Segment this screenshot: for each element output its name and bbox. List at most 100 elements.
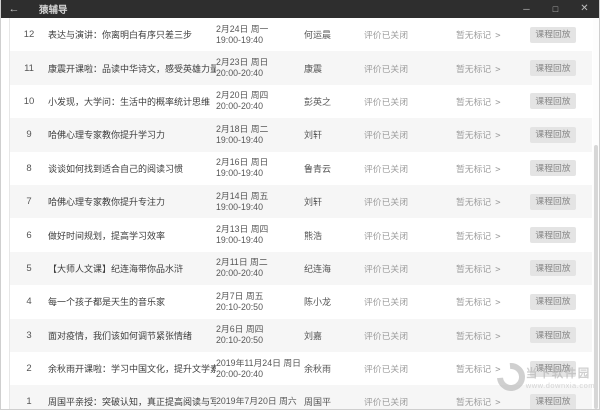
teacher-name: 余秋雨 [304,364,332,375]
course-title: 表达与演讲：你离明白有序只差三步 [48,30,193,41]
course-row[interactable]: 7 哈佛心理专家教你提升专注力 2月14日 周五 19:00-19:40 刘轩 … [10,184,592,219]
chevron-right-icon: > [495,64,501,75]
course-replay-button[interactable]: 课程回放 [530,327,576,344]
mark-status-label: 暂无标记 [456,163,492,174]
course-row[interactable]: 11 康震开课啦：品读中华诗文，感受英雄力量 2月23日 周日 20:00-20… [10,51,592,85]
mark-status-link[interactable]: 暂无标记 > [456,362,530,375]
mark-status-link[interactable]: 暂无标记 > [456,28,530,41]
mark-status-link[interactable]: 暂无标记 > [456,395,530,408]
course-datetime: 2月13日 周四 19:00-19:40 [216,224,304,246]
mark-status-link[interactable]: 暂无标记 > [456,262,530,275]
course-row[interactable]: 5 【大师人文课】纪连海带你品水浒 2月11日 周二 20:00-20:40 纪… [10,251,592,286]
chevron-right-icon: > [495,31,501,42]
mark-status-link[interactable]: 暂无标记 > [456,128,530,141]
evaluation-status: 评价已关闭 [364,197,408,208]
course-replay-button[interactable]: 课程回放 [530,126,576,143]
mark-status-label: 暂无标记 [456,364,492,375]
course-row[interactable]: 6 做好时间规划，提高学习效率 2月13日 周四 19:00-19:40 熊浩 … [10,218,592,252]
course-replay-button[interactable]: 课程回放 [530,26,576,43]
scrollbar-thumb[interactable] [594,145,598,409]
mark-status-label: 暂无标记 [456,397,492,408]
course-datetime: 2月20日 周四 20:00-20:40 [216,90,304,112]
course-row[interactable]: 2 余秋雨开课啦：学习中国文化，提升文学素养 2019年11月24日 周日 20… [10,351,592,386]
mark-status-label: 暂无标记 [456,230,492,241]
course-title: 周国平亲授：突破认知，真正提高阅读与写作能力 [48,397,216,408]
course-row[interactable]: 8 谈谈如何找到适合自己的阅读习惯 2月16日 周日 19:00-19:40 鲁… [10,151,592,185]
mark-status-label: 暂无标记 [456,197,492,208]
course-title: 【大师人文课】纪连海带你品水浒 [48,263,184,274]
course-replay-button[interactable]: 课程回放 [530,60,576,77]
content-area: 1 2 表达与演讲：你离明白有序只差三步 2月24日 周一 19:00-19:40… [1,18,599,409]
course-datetime: 2月24日 周一 19:00-19:40 [216,24,304,46]
course-datetime: 2月7日 周五 20:10-20:50 [216,291,304,313]
course-replay-button[interactable]: 课程回放 [530,260,576,277]
mark-status-label: 暂无标记 [456,130,492,141]
course-replay-button[interactable]: 课程回放 [530,360,576,377]
teacher-name: 熊浩 [304,230,323,241]
mark-status-link[interactable]: 暂无标记 > [456,295,530,308]
course-index: 4 [26,296,32,308]
course-row[interactable]: 4 每一个孩子都是天生的音乐家 2月7日 周五 20:10-20:50 陈小龙 … [10,285,592,319]
chevron-right-icon: > [495,131,501,142]
teacher-name: 彭英之 [304,96,332,107]
course-replay-button[interactable]: 课程回放 [530,93,576,110]
chevron-right-icon: > [495,365,501,376]
course-datetime: 2月14日 周五 19:00-19:40 [216,191,304,213]
course-date: 2月18日 周二 [216,123,269,134]
chevron-right-icon: > [495,264,501,275]
course-replay-button[interactable]: 课程回放 [530,293,576,310]
course-datetime: 2019年11月24日 周日 20:00-20:40 [216,358,304,380]
teacher-name: 纪连海 [304,263,332,274]
mark-status-link[interactable]: 暂无标记 > [456,62,530,75]
mark-status-label: 暂无标记 [456,263,492,274]
course-title: 小发现，大学问：生活中的概率统计思维 [48,96,211,107]
course-index: 8 [26,162,32,174]
course-time: 20:10-20:50 [216,335,263,346]
course-row[interactable]: 10 小发现，大学问：生活中的概率统计思维 2月20日 周四 20:00-20:… [10,84,592,119]
evaluation-status: 评价已关闭 [364,263,408,274]
teacher-name: 康震 [304,63,323,74]
course-replay-button[interactable]: 课程回放 [530,227,576,244]
course-index: 2 [26,363,32,375]
course-date: 2月13日 周四 [216,224,269,235]
mark-status-link[interactable]: 暂无标记 > [456,329,530,342]
course-index: 7 [26,196,32,208]
course-title: 谈谈如何找到适合自己的阅读习惯 [48,163,184,174]
evaluation-status: 评价已关闭 [364,364,408,375]
course-index: 5 [26,262,32,274]
back-arrow-icon[interactable]: ← [8,3,20,15]
course-date: 2月20日 周四 [216,90,269,101]
minimize-icon[interactable]: ─ [523,4,530,14]
evaluation-status: 评价已关闭 [364,230,408,241]
course-date: 2月23日 周日 [216,57,269,68]
chevron-right-icon: > [495,198,501,209]
evaluation-status: 评价已关闭 [364,330,408,341]
mark-status-label: 暂无标记 [456,297,492,308]
course-list: 1 2 表达与演讲：你离明白有序只差三步 2月24日 周一 19:00-19:40… [10,18,592,409]
course-time: 19:00-19:40 [216,235,263,246]
maximize-icon[interactable]: □ [552,4,559,14]
course-replay-button[interactable]: 课程回放 [530,393,576,409]
course-date: 2019年11月24日 周日 [216,357,301,368]
course-datetime: 2月16日 周日 19:00-19:40 [216,157,304,179]
mark-status-link[interactable]: 暂无标记 > [456,229,530,242]
course-row[interactable]: 3 面对疫情，我们该如何调节紧张情绪 2月6日 周四 20:10-20:50 刘… [10,318,592,352]
course-row[interactable]: 1 周国平亲授：突破认知，真正提高阅读与写作能力 2019年7月20日 周六 周… [10,385,592,409]
teacher-name: 周国平 [304,397,332,408]
mark-status-link[interactable]: 暂无标记 > [456,162,530,175]
course-index: 1 [26,396,32,408]
course-replay-button[interactable]: 课程回放 [530,193,576,210]
course-date: 2月6日 周四 [216,324,264,335]
course-row[interactable]: 9 哈佛心理专家教你提升学习力 2月18日 周二 19:00-19:40 刘轩 … [10,118,592,152]
chevron-right-icon: > [495,398,501,409]
scrollbar-track[interactable] [593,18,599,409]
course-date: 2月7日 周五 [216,290,264,301]
course-replay-button[interactable]: 课程回放 [530,160,576,177]
course-time: 20:10-20:50 [216,301,263,312]
close-icon[interactable]: ✕ [580,3,589,14]
evaluation-status: 评价已关闭 [364,63,408,74]
course-row[interactable]: 12 表达与演讲：你离明白有序只差三步 2月24日 周一 19:00-19:40… [10,18,592,52]
mark-status-link[interactable]: 暂无标记 > [456,195,530,208]
mark-status-link[interactable]: 暂无标记 > [456,95,530,108]
evaluation-status: 评价已关闭 [364,130,408,141]
